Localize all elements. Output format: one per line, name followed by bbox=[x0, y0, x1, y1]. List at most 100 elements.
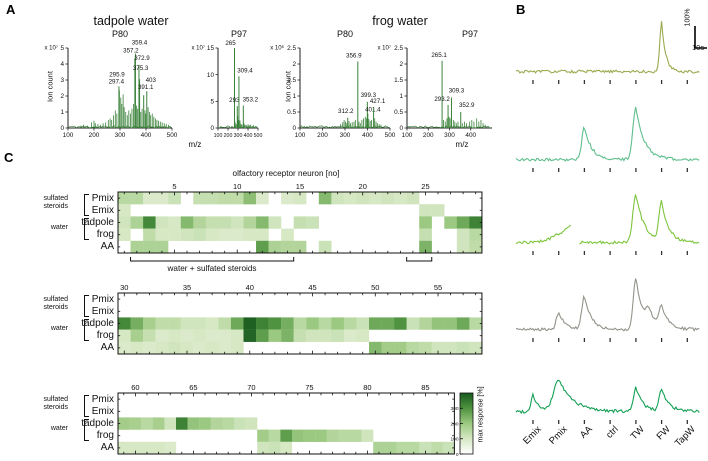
group-label-sulfated-steroids: sulfated steroids bbox=[43, 296, 68, 311]
steroids-bracket bbox=[84, 394, 89, 417]
svg-text:2: 2 bbox=[292, 61, 296, 68]
svg-text:0.5: 0.5 bbox=[287, 109, 296, 116]
svg-text:400: 400 bbox=[465, 132, 476, 139]
svg-text:391.1: 391.1 bbox=[138, 84, 154, 91]
svg-text:100: 100 bbox=[214, 133, 223, 139]
svg-text:309.3: 309.3 bbox=[449, 88, 465, 95]
svg-text:427.1: 427.1 bbox=[370, 98, 386, 105]
svg-text:10: 10 bbox=[233, 182, 241, 191]
group-title-frog-water: frog water bbox=[372, 14, 428, 28]
subplot-title-p80-frog: P80 bbox=[336, 29, 353, 39]
trace-3 bbox=[579, 194, 700, 245]
svg-text:80: 80 bbox=[363, 383, 371, 392]
svg-text:0: 0 bbox=[60, 125, 64, 132]
svg-text:5: 5 bbox=[210, 99, 214, 106]
svg-text:1.5: 1.5 bbox=[287, 77, 296, 84]
svg-text:265.1: 265.1 bbox=[431, 52, 447, 59]
svg-text:20: 20 bbox=[359, 182, 367, 191]
svg-text:50: 50 bbox=[371, 283, 379, 292]
svg-text:200: 200 bbox=[450, 421, 458, 427]
svg-text:401.4: 401.4 bbox=[365, 107, 381, 114]
svg-text:300: 300 bbox=[340, 132, 351, 139]
svg-text:200: 200 bbox=[317, 132, 328, 139]
row-label-aa: AA bbox=[100, 442, 114, 454]
svg-text:500: 500 bbox=[254, 133, 263, 139]
svg-text:30: 30 bbox=[120, 283, 128, 292]
row-label-pmix: Pmix bbox=[91, 393, 114, 405]
svg-text:3: 3 bbox=[60, 77, 64, 84]
water-bracket bbox=[84, 318, 89, 342]
svg-text:293.2: 293.2 bbox=[434, 96, 450, 103]
heatmap-3: 60 65 70 75 80 85 bbox=[117, 383, 455, 455]
svg-text:372.9: 372.9 bbox=[134, 55, 150, 62]
water-bracket bbox=[84, 418, 89, 442]
svg-text:40: 40 bbox=[246, 283, 254, 292]
svg-text:2.5: 2.5 bbox=[394, 45, 403, 52]
svg-text:0: 0 bbox=[399, 125, 403, 132]
svg-text:10: 10 bbox=[207, 72, 215, 79]
row-label-pmix: Pmix bbox=[91, 192, 114, 204]
svg-text:0.5: 0.5 bbox=[394, 109, 403, 116]
group-title-tadpole-water: tadpole water bbox=[93, 14, 169, 28]
svg-text:15: 15 bbox=[207, 45, 215, 52]
svg-text:300: 300 bbox=[234, 133, 243, 139]
row-label-frog: frog bbox=[96, 430, 114, 442]
water-bracket bbox=[84, 217, 89, 241]
heatmap-2: 30 35 40 45 50 55 bbox=[117, 283, 483, 355]
range-bracket bbox=[406, 257, 433, 262]
svg-text:4: 4 bbox=[60, 61, 64, 68]
svg-text:2.5: 2.5 bbox=[287, 45, 296, 52]
svg-text:400: 400 bbox=[141, 132, 152, 139]
svg-text:55: 55 bbox=[434, 283, 442, 292]
subplot-title-p97-frog: P97 bbox=[461, 29, 478, 39]
steroids-bracket bbox=[84, 193, 89, 216]
svg-text:5: 5 bbox=[60, 45, 64, 52]
svg-text:200: 200 bbox=[89, 132, 100, 139]
svg-text:312.2: 312.2 bbox=[338, 108, 354, 115]
svg-text:400: 400 bbox=[362, 132, 373, 139]
row-label-emix: Emix bbox=[91, 204, 114, 216]
trace-5 bbox=[515, 379, 700, 415]
svg-text:x 10⁶: x 10⁶ bbox=[270, 45, 284, 52]
svg-text:100: 100 bbox=[63, 132, 74, 139]
svg-text:x 10⁷: x 10⁷ bbox=[377, 45, 391, 52]
row-label-aa: AA bbox=[100, 342, 114, 354]
svg-text:25: 25 bbox=[421, 182, 429, 191]
svg-text:2: 2 bbox=[60, 93, 64, 100]
trace-3 bbox=[515, 224, 572, 245]
svg-text:300: 300 bbox=[444, 132, 455, 139]
svg-text:1: 1 bbox=[60, 109, 64, 116]
svg-text:70: 70 bbox=[247, 383, 255, 392]
svg-text:1.5: 1.5 bbox=[394, 77, 403, 84]
svg-text:293: 293 bbox=[229, 97, 240, 104]
svg-text:100: 100 bbox=[450, 437, 458, 443]
scalebar-vertical-label: 100% bbox=[684, 8, 692, 27]
svg-text:100: 100 bbox=[295, 132, 306, 139]
trace-1 bbox=[515, 21, 700, 74]
subplot-title-p80-tadpole: P80 bbox=[111, 29, 128, 39]
svg-text:0: 0 bbox=[292, 125, 296, 132]
svg-text:297.4: 297.4 bbox=[109, 78, 125, 85]
svg-text:0: 0 bbox=[456, 452, 459, 458]
svg-text:357.2: 357.2 bbox=[123, 47, 139, 54]
svg-text:300: 300 bbox=[115, 132, 126, 139]
svg-text:15: 15 bbox=[296, 182, 304, 191]
svg-text:35: 35 bbox=[183, 283, 191, 292]
svg-text:353.2: 353.2 bbox=[243, 97, 259, 104]
panel-b-label: B bbox=[516, 2, 526, 17]
scalebar-horizontal-label: 10s bbox=[692, 43, 705, 52]
svg-text:0: 0 bbox=[210, 125, 214, 132]
svg-text:400: 400 bbox=[244, 133, 253, 139]
scalebar bbox=[694, 26, 707, 49]
subplot-title-p97-tadpole: P97 bbox=[230, 29, 247, 39]
colorbar: 0 100 200 300 bbox=[450, 392, 474, 458]
svg-text:x 10⁷: x 10⁷ bbox=[191, 45, 205, 52]
range-bracket bbox=[130, 257, 295, 262]
row-label-frog: frog bbox=[96, 229, 114, 241]
svg-text:65: 65 bbox=[189, 383, 197, 392]
group-label-sulfated-steroids: sulfated steroids bbox=[43, 396, 68, 411]
row-label-frog: frog bbox=[96, 330, 114, 342]
